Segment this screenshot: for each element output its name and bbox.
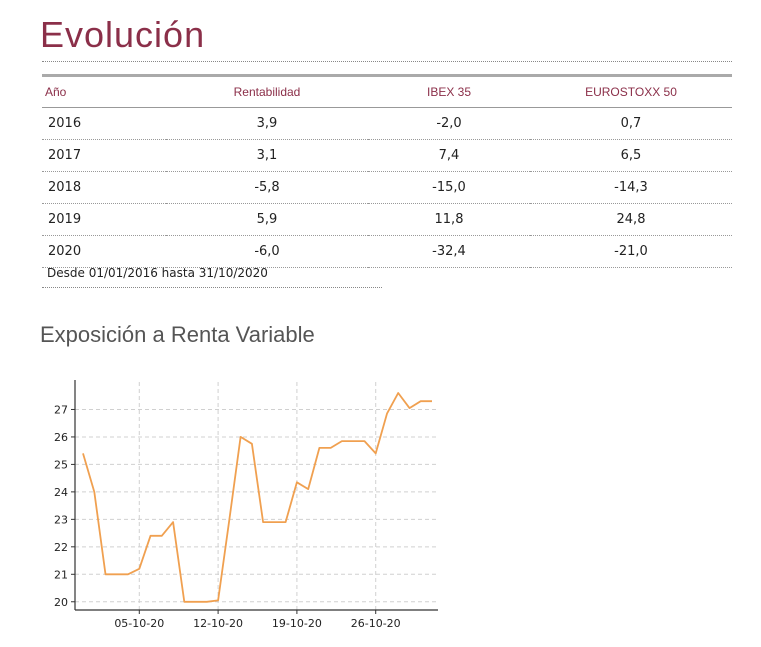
- y-tick-label: 24: [54, 486, 68, 499]
- cell-ibex35: -32,4: [368, 235, 530, 268]
- chart-axes: [71, 380, 438, 614]
- cell-year: 2018: [42, 171, 166, 204]
- cell-rentabilidad: 3,9: [166, 107, 368, 140]
- cell-year: 2017: [42, 139, 166, 172]
- header-eurostoxx50: EUROSTOXX 50: [530, 74, 732, 108]
- x-tick-label: 12-10-20: [193, 617, 243, 630]
- table-row: 2017 3,1 7,4 6,5: [42, 139, 732, 172]
- y-tick-label: 21: [54, 568, 68, 581]
- cell-ibex35: 11,8: [368, 203, 530, 236]
- cell-ibex35: -2,0: [368, 107, 530, 140]
- series-line: [82, 392, 432, 603]
- cell-eurostoxx50: -14,3: [530, 171, 732, 204]
- y-tick-label: 26: [54, 431, 68, 444]
- cell-year: 2016: [42, 107, 166, 140]
- cell-eurostoxx50: 24,8: [530, 203, 732, 236]
- chart-series: [82, 392, 432, 603]
- date-range-note: Desde 01/01/2016 hasta 31/10/2020: [47, 266, 268, 280]
- title-divider: [42, 61, 732, 62]
- header-ibex35: IBEX 35: [368, 74, 530, 108]
- cell-year: 2019: [42, 203, 166, 236]
- cell-eurostoxx50: 0,7: [530, 107, 732, 140]
- evolution-table: Año Rentabilidad IBEX 35 EUROSTOXX 50 20…: [42, 74, 732, 268]
- y-tick-label: 27: [54, 403, 68, 416]
- chart-gridlines: [75, 382, 438, 610]
- y-tick-label: 25: [54, 458, 68, 471]
- table-row: 2020 -6,0 -32,4 -21,0: [42, 235, 732, 268]
- x-tick-label: 05-10-20: [114, 617, 164, 630]
- cell-rentabilidad: 3,1: [166, 139, 368, 172]
- chart-title: Exposición a Renta Variable: [40, 322, 315, 347]
- y-tick-label: 20: [54, 596, 68, 609]
- cell-eurostoxx50: 6,5: [530, 139, 732, 172]
- header-rentabilidad: Rentabilidad: [166, 74, 368, 108]
- table-row: 2016 3,9 -2,0 0,7: [42, 107, 732, 140]
- cell-eurostoxx50: -21,0: [530, 235, 732, 268]
- chart-tick-labels: 20 21 22 23 24 25 26 27 05-10-20 12-10-20 19-10-20…: [54, 403, 401, 630]
- x-tick-label: 19-10-20: [272, 617, 322, 630]
- table-row: 2018 -5,8 -15,0 -14,3: [42, 171, 732, 204]
- cell-ibex35: -15,0: [368, 171, 530, 204]
- note-divider: [42, 287, 382, 288]
- page-title: Evolución: [40, 14, 206, 55]
- x-tick-label: 26-10-20: [351, 617, 401, 630]
- table-header-row: Año Rentabilidad IBEX 35 EUROSTOXX 50: [42, 74, 732, 108]
- cell-rentabilidad: -5,8: [166, 171, 368, 204]
- header-year: Año: [42, 74, 166, 108]
- exposure-line-chart: 20 21 22 23 24 25 26 27 05-10-20 12-10-20 19-10-20…: [54, 380, 438, 630]
- y-tick-label: 22: [54, 541, 68, 554]
- y-tick-label: 23: [54, 513, 68, 526]
- cell-rentabilidad: -6,0: [166, 235, 368, 268]
- cell-ibex35: 7,4: [368, 139, 530, 172]
- table-row: 2019 5,9 11,8 24,8: [42, 203, 732, 236]
- cell-year: 2020: [42, 235, 166, 268]
- cell-rentabilidad: 5,9: [166, 203, 368, 236]
